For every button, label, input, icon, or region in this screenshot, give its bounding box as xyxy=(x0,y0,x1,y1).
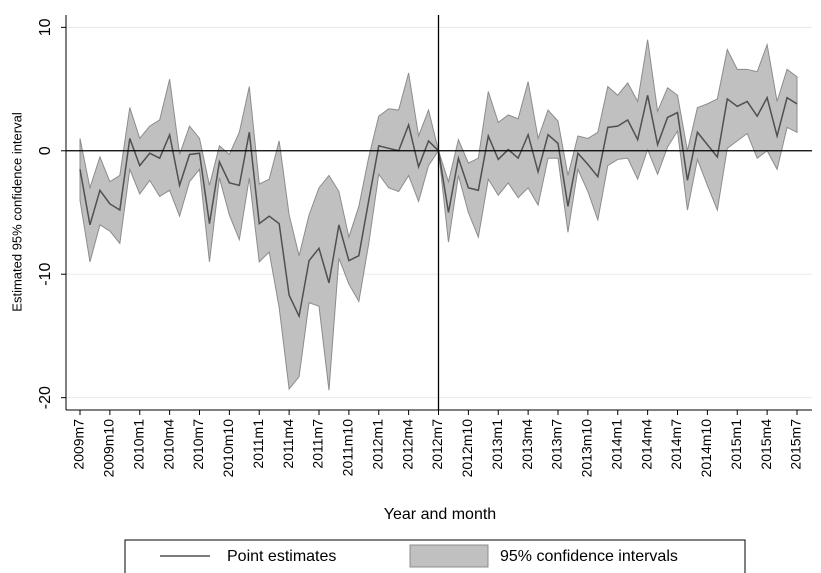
y-tick-label: -10 xyxy=(37,263,54,286)
x-axis-title: Year and month xyxy=(384,506,496,523)
legend-label: Point estimates xyxy=(227,548,336,565)
x-tick-label: 2015m7 xyxy=(788,419,804,470)
x-tick-label: 2014m7 xyxy=(668,419,684,470)
x-tick-label: 2009m7 xyxy=(71,419,87,470)
x-tick-label: 2011m7 xyxy=(310,419,326,469)
x-tick-label: 2010m10 xyxy=(220,419,236,478)
x-tick-label: 2011m10 xyxy=(340,419,356,477)
x-tick-label: 2012m7 xyxy=(429,419,445,470)
x-tick-label: 2010m7 xyxy=(190,419,206,470)
x-tick-label: 2010m4 xyxy=(160,419,176,470)
y-axis-title: Estimated 95% confidence interval xyxy=(9,112,24,312)
x-tick-label: 2015m4 xyxy=(758,419,774,470)
x-tick-label: 2010m1 xyxy=(130,419,146,470)
x-tick-label: 2012m10 xyxy=(459,419,475,478)
x-tick-label: 2012m1 xyxy=(369,419,385,470)
x-tick-label: 2013m1 xyxy=(489,419,505,470)
legend-swatch xyxy=(409,544,489,568)
x-tick-label: 2013m7 xyxy=(549,419,565,470)
x-tick-label: 2014m10 xyxy=(698,419,714,478)
x-tick-label: 2011m1 xyxy=(250,419,266,469)
x-tick-label: 2015m1 xyxy=(728,419,744,470)
legend-label: 95% confidence intervals xyxy=(500,548,678,565)
x-tick-label: 2014m4 xyxy=(638,419,654,470)
y-tick-label: 0 xyxy=(37,146,54,155)
x-tick-label: 2011m4 xyxy=(280,419,296,469)
x-tick-label: 2009m10 xyxy=(101,419,117,478)
x-tick-label: 2013m4 xyxy=(519,419,535,470)
x-tick-label: 2012m4 xyxy=(399,419,415,470)
x-tick-label: 2013m10 xyxy=(579,419,595,478)
x-tick-label: 2014m1 xyxy=(608,419,624,470)
confidence-band xyxy=(79,39,798,391)
y-tick-label: 10 xyxy=(37,18,54,36)
y-tick-label: -20 xyxy=(37,386,54,409)
